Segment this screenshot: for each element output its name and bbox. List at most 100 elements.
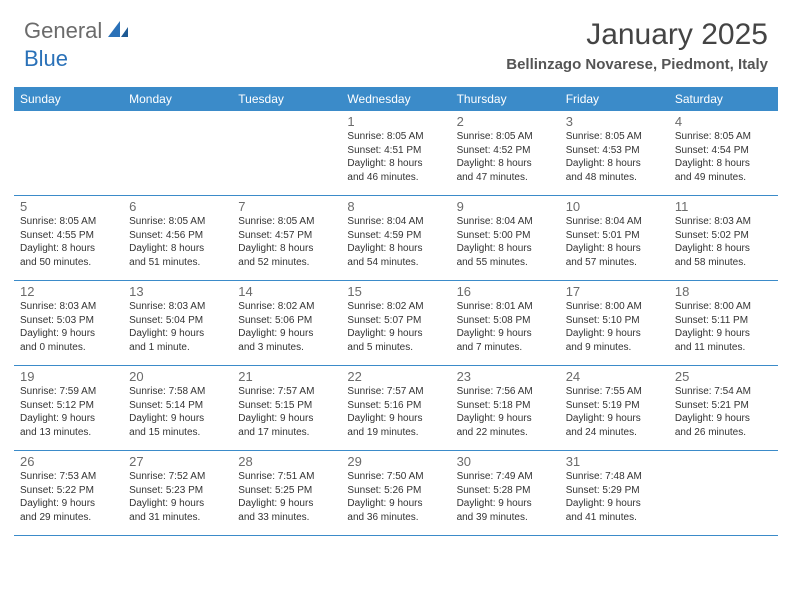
- daylight-text-1: Daylight: 9 hours: [238, 497, 335, 511]
- day-cell: 8Sunrise: 8:04 AMSunset: 4:59 PMDaylight…: [341, 196, 450, 280]
- sunset-text: Sunset: 5:22 PM: [20, 484, 117, 498]
- logo-sail-icon: [106, 19, 130, 44]
- sunset-text: Sunset: 4:59 PM: [347, 229, 444, 243]
- sunrise-text: Sunrise: 8:04 AM: [566, 215, 663, 229]
- day-cell: 5Sunrise: 8:05 AMSunset: 4:55 PMDaylight…: [14, 196, 123, 280]
- sunrise-text: Sunrise: 8:05 AM: [238, 215, 335, 229]
- day-cell: [14, 111, 123, 195]
- location-subtitle: Bellinzago Novarese, Piedmont, Italy: [506, 56, 768, 73]
- day-number: 23: [457, 369, 554, 384]
- week-row: 1Sunrise: 8:05 AMSunset: 4:51 PMDaylight…: [14, 111, 778, 196]
- daylight-text-1: Daylight: 9 hours: [457, 327, 554, 341]
- day-info: Sunrise: 7:57 AMSunset: 5:15 PMDaylight:…: [238, 385, 335, 439]
- day-info: Sunrise: 8:05 AMSunset: 4:53 PMDaylight:…: [566, 130, 663, 184]
- day-info: Sunrise: 8:03 AMSunset: 5:04 PMDaylight:…: [129, 300, 226, 354]
- day-cell: 24Sunrise: 7:55 AMSunset: 5:19 PMDayligh…: [560, 366, 669, 450]
- dow-header: Wednesday: [341, 87, 450, 111]
- day-info: Sunrise: 7:56 AMSunset: 5:18 PMDaylight:…: [457, 385, 554, 439]
- sunrise-text: Sunrise: 8:04 AM: [347, 215, 444, 229]
- sunset-text: Sunset: 5:18 PM: [457, 399, 554, 413]
- sunset-text: Sunset: 4:54 PM: [675, 144, 772, 158]
- day-info: Sunrise: 8:05 AMSunset: 4:52 PMDaylight:…: [457, 130, 554, 184]
- daylight-text-2: and 13 minutes.: [20, 426, 117, 440]
- sunset-text: Sunset: 5:01 PM: [566, 229, 663, 243]
- daylight-text-1: Daylight: 9 hours: [347, 327, 444, 341]
- day-number: 25: [675, 369, 772, 384]
- daylight-text-1: Daylight: 9 hours: [566, 497, 663, 511]
- day-info: Sunrise: 7:55 AMSunset: 5:19 PMDaylight:…: [566, 385, 663, 439]
- day-cell: 21Sunrise: 7:57 AMSunset: 5:15 PMDayligh…: [232, 366, 341, 450]
- sunset-text: Sunset: 4:52 PM: [457, 144, 554, 158]
- daylight-text-2: and 36 minutes.: [347, 511, 444, 525]
- day-number: 20: [129, 369, 226, 384]
- day-number: 4: [675, 114, 772, 129]
- day-cell: 28Sunrise: 7:51 AMSunset: 5:25 PMDayligh…: [232, 451, 341, 535]
- day-number: 13: [129, 284, 226, 299]
- daylight-text-2: and 49 minutes.: [675, 171, 772, 185]
- day-info: Sunrise: 8:04 AMSunset: 5:00 PMDaylight:…: [457, 215, 554, 269]
- day-info: Sunrise: 8:05 AMSunset: 4:57 PMDaylight:…: [238, 215, 335, 269]
- sunset-text: Sunset: 5:23 PM: [129, 484, 226, 498]
- daylight-text-2: and 54 minutes.: [347, 256, 444, 270]
- day-cell: 25Sunrise: 7:54 AMSunset: 5:21 PMDayligh…: [669, 366, 778, 450]
- daylight-text-2: and 58 minutes.: [675, 256, 772, 270]
- day-info: Sunrise: 8:00 AMSunset: 5:11 PMDaylight:…: [675, 300, 772, 354]
- daylight-text-1: Daylight: 9 hours: [20, 327, 117, 341]
- day-number: 28: [238, 454, 335, 469]
- daylight-text-1: Daylight: 9 hours: [347, 497, 444, 511]
- daylight-text-1: Daylight: 9 hours: [457, 497, 554, 511]
- daylight-text-1: Daylight: 9 hours: [238, 327, 335, 341]
- sunrise-text: Sunrise: 8:04 AM: [457, 215, 554, 229]
- day-number: 9: [457, 199, 554, 214]
- day-number: 22: [347, 369, 444, 384]
- daylight-text-2: and 39 minutes.: [457, 511, 554, 525]
- day-number: 30: [457, 454, 554, 469]
- sunrise-text: Sunrise: 8:00 AM: [675, 300, 772, 314]
- day-info: Sunrise: 7:54 AMSunset: 5:21 PMDaylight:…: [675, 385, 772, 439]
- daylight-text-1: Daylight: 9 hours: [20, 412, 117, 426]
- sunrise-text: Sunrise: 8:03 AM: [675, 215, 772, 229]
- sunset-text: Sunset: 5:11 PM: [675, 314, 772, 328]
- sunset-text: Sunset: 5:16 PM: [347, 399, 444, 413]
- day-cell: 4Sunrise: 8:05 AMSunset: 4:54 PMDaylight…: [669, 111, 778, 195]
- day-cell: [232, 111, 341, 195]
- day-info: Sunrise: 7:52 AMSunset: 5:23 PMDaylight:…: [129, 470, 226, 524]
- day-number: 21: [238, 369, 335, 384]
- day-cell: 6Sunrise: 8:05 AMSunset: 4:56 PMDaylight…: [123, 196, 232, 280]
- day-number: 16: [457, 284, 554, 299]
- dow-header: Saturday: [669, 87, 778, 111]
- daylight-text-1: Daylight: 8 hours: [675, 157, 772, 171]
- daylight-text-1: Daylight: 9 hours: [129, 497, 226, 511]
- daylight-text-2: and 57 minutes.: [566, 256, 663, 270]
- calendar: SundayMondayTuesdayWednesdayThursdayFrid…: [14, 87, 778, 536]
- dow-header-row: SundayMondayTuesdayWednesdayThursdayFrid…: [14, 87, 778, 111]
- sunrise-text: Sunrise: 8:05 AM: [347, 130, 444, 144]
- sunrise-text: Sunrise: 7:53 AM: [20, 470, 117, 484]
- day-cell: 27Sunrise: 7:52 AMSunset: 5:23 PMDayligh…: [123, 451, 232, 535]
- daylight-text-1: Daylight: 8 hours: [675, 242, 772, 256]
- day-number: 7: [238, 199, 335, 214]
- sunset-text: Sunset: 4:55 PM: [20, 229, 117, 243]
- title-block: January 2025 Bellinzago Novarese, Piedmo…: [506, 18, 768, 73]
- sunset-text: Sunset: 5:21 PM: [675, 399, 772, 413]
- day-number: 2: [457, 114, 554, 129]
- daylight-text-1: Daylight: 9 hours: [238, 412, 335, 426]
- day-info: Sunrise: 8:02 AMSunset: 5:07 PMDaylight:…: [347, 300, 444, 354]
- logo-text-general: General: [24, 18, 102, 44]
- day-number: 19: [20, 369, 117, 384]
- sunset-text: Sunset: 4:51 PM: [347, 144, 444, 158]
- daylight-text-2: and 50 minutes.: [20, 256, 117, 270]
- daylight-text-2: and 47 minutes.: [457, 171, 554, 185]
- daylight-text-1: Daylight: 9 hours: [347, 412, 444, 426]
- sunrise-text: Sunrise: 8:05 AM: [129, 215, 226, 229]
- day-cell: 9Sunrise: 8:04 AMSunset: 5:00 PMDaylight…: [451, 196, 560, 280]
- sunrise-text: Sunrise: 7:49 AM: [457, 470, 554, 484]
- week-row: 12Sunrise: 8:03 AMSunset: 5:03 PMDayligh…: [14, 281, 778, 366]
- week-row: 26Sunrise: 7:53 AMSunset: 5:22 PMDayligh…: [14, 451, 778, 536]
- day-info: Sunrise: 8:05 AMSunset: 4:56 PMDaylight:…: [129, 215, 226, 269]
- day-info: Sunrise: 7:57 AMSunset: 5:16 PMDaylight:…: [347, 385, 444, 439]
- sunrise-text: Sunrise: 8:02 AM: [238, 300, 335, 314]
- daylight-text-2: and 7 minutes.: [457, 341, 554, 355]
- sunset-text: Sunset: 4:53 PM: [566, 144, 663, 158]
- daylight-text-1: Daylight: 8 hours: [457, 242, 554, 256]
